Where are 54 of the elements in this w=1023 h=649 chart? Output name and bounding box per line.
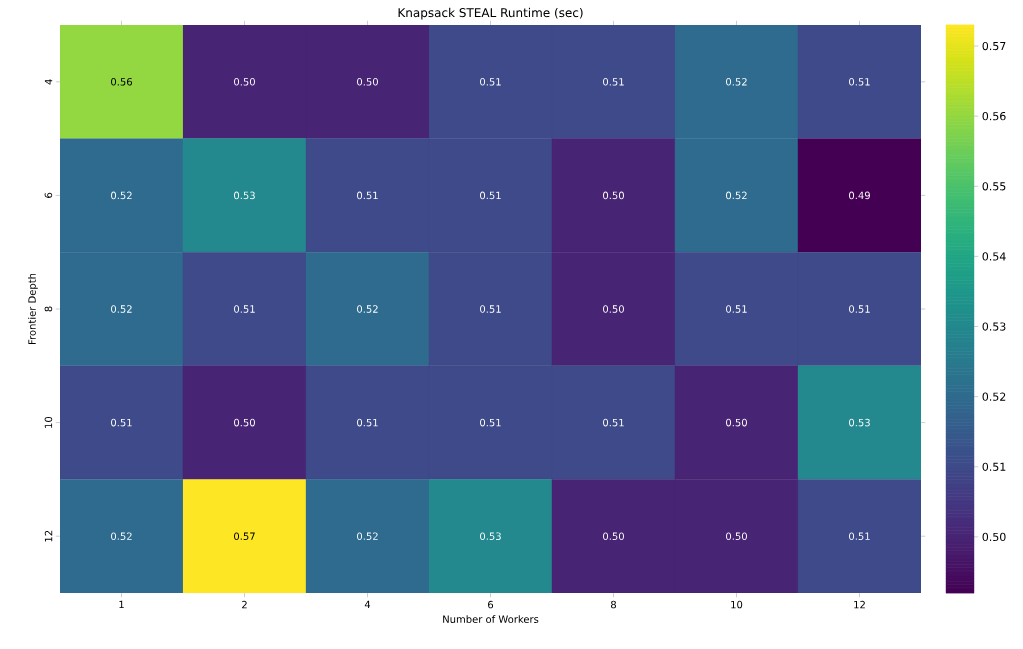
data-label: 0.50	[726, 418, 747, 427]
data-label: 0.52	[726, 78, 747, 86]
data-label: 0.51	[480, 305, 501, 313]
data-label: 0.50	[603, 305, 624, 313]
data-label: 0.51	[480, 78, 501, 86]
data-label: 0.51	[603, 78, 624, 86]
color-bar-label: 0.55	[982, 182, 1006, 191]
data-label: 0.56	[111, 78, 133, 86]
data-label: 0.51	[726, 305, 747, 313]
data-label: 0.51	[357, 191, 378, 200]
x-tick-label: 8	[611, 600, 616, 609]
y-tick-label: 6	[44, 192, 53, 198]
x-tick-label: 10	[731, 600, 743, 609]
color-bar-label: 0.52	[982, 392, 1006, 401]
x-tick-label: 1	[119, 600, 124, 609]
y-tick-label: 10	[44, 416, 53, 428]
color-bar-label: 0.53	[982, 322, 1006, 331]
x-tick-label: 6	[488, 600, 494, 609]
y-tick-label: 4	[44, 79, 53, 85]
data-label: 0.51	[480, 191, 501, 200]
data-label: 0.50	[234, 418, 255, 427]
data-label: 0.52	[726, 191, 747, 200]
chart-title: Knapsack STEAL Runtime (sec)	[398, 7, 583, 20]
data-label: 0.52	[111, 305, 132, 313]
data-label: 0.50	[726, 532, 747, 540]
data-label: 0.51	[603, 418, 624, 427]
data-label: 0.50	[234, 78, 255, 86]
x-axis-title: Number of Workers	[443, 615, 539, 623]
x-tick-label: 12	[854, 600, 865, 609]
data-label: 0.51	[480, 418, 501, 427]
data-label: 0.50	[357, 78, 378, 86]
data-label: 0.51	[849, 78, 870, 86]
y-axis-title: Frontier Depth	[28, 273, 38, 345]
data-label: 0.51	[234, 305, 255, 313]
color-bar-label: 0.57	[982, 41, 1006, 51]
y-tick-label: 8	[44, 306, 53, 312]
data-label: 0.50	[603, 191, 624, 200]
color-bar-label: 0.56	[982, 112, 1006, 121]
data-label: 0.50	[603, 532, 624, 540]
x-tick-label: 2	[242, 600, 247, 609]
data-label: 0.51	[357, 418, 378, 427]
data-label: 0.52	[111, 191, 132, 200]
data-label: 0.52	[111, 532, 132, 540]
y-tick-label: 12	[44, 530, 53, 542]
data-label: 0.51	[849, 305, 870, 313]
color-bar-label: 0.51	[982, 462, 1006, 471]
data-label: 0.52	[357, 532, 378, 540]
color-bar-label: 0.50	[982, 532, 1006, 542]
data-label: 0.51	[849, 532, 870, 540]
x-tick-label: 4	[364, 600, 371, 609]
data-label: 0.51	[111, 418, 132, 427]
data-label: 0.52	[357, 305, 378, 313]
data-label: 0.53	[234, 191, 255, 200]
color-bar-label: 0.54	[982, 252, 1006, 261]
